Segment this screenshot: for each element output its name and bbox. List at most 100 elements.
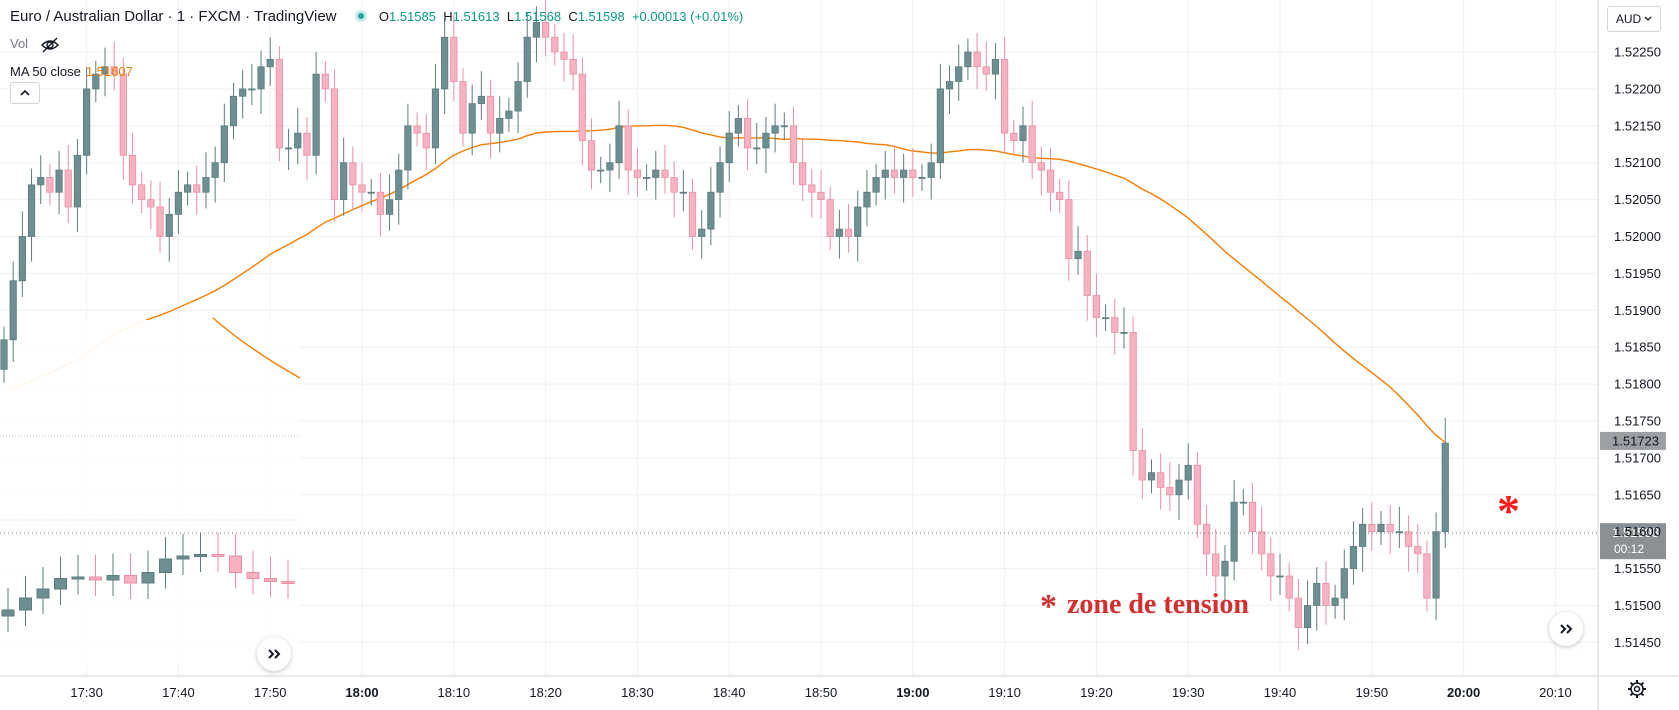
candle-body xyxy=(808,184,816,193)
candle-body xyxy=(1028,125,1036,164)
candle-body xyxy=(1432,531,1440,599)
candle-body xyxy=(220,125,228,164)
inset-candle xyxy=(281,559,295,599)
candle-body xyxy=(578,73,586,141)
gear-icon[interactable] xyxy=(1627,679,1647,699)
inset-candle-body xyxy=(159,558,172,573)
candle xyxy=(1248,482,1257,554)
candle-body xyxy=(1395,531,1403,534)
candle-body xyxy=(183,184,192,193)
candle-body xyxy=(1368,523,1376,533)
candle xyxy=(560,32,568,82)
candle-body xyxy=(1230,501,1238,562)
candle xyxy=(220,103,228,182)
candle-body xyxy=(643,177,651,179)
symbol-title[interactable]: Euro / Australian Dollar · 1 · FXCM · Tr… xyxy=(10,8,337,25)
eye-off-icon[interactable] xyxy=(40,37,60,53)
candle xyxy=(1120,307,1128,349)
candle xyxy=(321,60,329,103)
candle-body xyxy=(771,125,779,134)
candle xyxy=(808,168,816,218)
change-value: +0.00013 (+0.01%) xyxy=(631,9,744,24)
candlestick-series xyxy=(0,0,1449,650)
price-tick-label: 1.51600 xyxy=(1614,524,1661,539)
scroll-to-realtime-button[interactable] xyxy=(1549,612,1583,646)
candle xyxy=(1074,226,1082,275)
candle-body xyxy=(633,169,642,178)
candle-body xyxy=(1248,501,1257,533)
candle xyxy=(1056,178,1064,213)
last-price-label: 1.51598 xyxy=(1612,525,1659,540)
candle-body xyxy=(707,191,715,230)
candle xyxy=(266,37,274,86)
candle-body xyxy=(486,95,495,134)
candle-body xyxy=(1001,58,1009,134)
inset-candle-body xyxy=(141,572,155,584)
candle-body xyxy=(826,199,834,237)
inset-scroll-button[interactable] xyxy=(257,637,291,671)
candle-body xyxy=(725,132,733,164)
candle-body xyxy=(900,169,908,178)
candle-body xyxy=(294,132,302,149)
candle xyxy=(1359,508,1367,572)
candle-body xyxy=(0,339,8,370)
candle xyxy=(340,137,348,216)
price-tick-label: 1.51550 xyxy=(1614,561,1661,576)
inset-zoom-panel xyxy=(0,317,301,665)
candle xyxy=(1386,505,1394,554)
candle xyxy=(211,146,219,203)
candle-body xyxy=(1102,317,1110,320)
inset-candle xyxy=(1,588,15,632)
candle xyxy=(606,143,614,193)
candle xyxy=(18,211,26,298)
tension-marker: * xyxy=(1497,485,1520,536)
currency-selector[interactable]: AUD xyxy=(1607,6,1661,32)
candle xyxy=(688,178,697,250)
candle xyxy=(1285,562,1293,612)
candle-body xyxy=(92,73,100,90)
candle-body xyxy=(266,58,274,68)
inset-candle-body xyxy=(281,581,295,584)
candle-body xyxy=(376,191,384,215)
candle xyxy=(0,326,8,383)
candle xyxy=(927,143,935,200)
candle xyxy=(284,128,293,171)
collapse-legend-button[interactable] xyxy=(10,82,40,104)
candle-body xyxy=(404,125,412,171)
ma-price-badge xyxy=(1600,431,1666,450)
candle xyxy=(376,173,384,237)
candle-body xyxy=(110,66,118,75)
chevron-down-icon xyxy=(1644,16,1652,21)
ma-legend[interactable]: MA 50 close 1.51607 xyxy=(10,64,133,79)
candle-body xyxy=(165,213,173,237)
candle-body xyxy=(1074,250,1082,260)
candle xyxy=(835,209,843,259)
inset-candle xyxy=(19,576,32,626)
candle-body xyxy=(239,88,247,97)
candle xyxy=(1019,106,1027,163)
candle-body xyxy=(1065,199,1073,260)
inset-candle-body xyxy=(89,576,102,581)
candle xyxy=(46,164,54,206)
candle xyxy=(1010,119,1018,154)
time-tick-label: 18:10 xyxy=(438,685,471,700)
volume-legend[interactable]: Vol xyxy=(10,36,60,53)
chevron-up-icon xyxy=(20,89,30,96)
candle xyxy=(422,113,430,171)
candle-body xyxy=(128,154,137,186)
candle xyxy=(1441,418,1449,548)
candle xyxy=(404,103,412,190)
ma-label: MA 50 close xyxy=(10,64,81,79)
candle xyxy=(1221,544,1229,602)
candle xyxy=(597,156,605,184)
inset-candle xyxy=(211,532,225,572)
candle xyxy=(477,71,485,120)
candle-body xyxy=(1111,317,1119,333)
candle xyxy=(771,103,779,153)
candle xyxy=(991,43,1000,100)
candle xyxy=(817,170,825,219)
candle xyxy=(312,52,320,175)
candle xyxy=(652,150,660,200)
